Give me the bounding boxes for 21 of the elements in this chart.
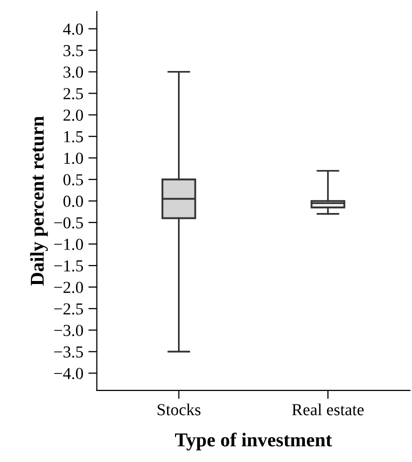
y-tick-label: −0.5 bbox=[54, 217, 83, 229]
x-axis-title: Type of investment bbox=[175, 432, 332, 450]
y-tick-label: 3.0 bbox=[64, 66, 83, 78]
y-tick-label: 0.5 bbox=[63, 174, 83, 186]
y-tick-label: 0.0 bbox=[63, 196, 83, 207]
y-tick-label: −4.0 bbox=[54, 368, 83, 380]
y-tick-label: 2.0 bbox=[64, 110, 83, 121]
y-tick-label: 3.5 bbox=[64, 45, 83, 56]
y-tick-label: −1.5 bbox=[54, 260, 83, 272]
y-tick-label: 2.5 bbox=[64, 88, 83, 100]
x-tick-label: Stocks bbox=[158, 404, 200, 416]
y-tick-label: 1.0 bbox=[64, 152, 83, 164]
y-tick-label: 1.5 bbox=[64, 131, 83, 142]
y-tick-label: −1.0 bbox=[54, 238, 83, 250]
y-tick-label: −2.5 bbox=[54, 303, 83, 315]
y-tick-label: −3.0 bbox=[54, 324, 83, 336]
y-tick-label: 4.0 bbox=[63, 23, 83, 35]
y-tick-label: −2.0 bbox=[54, 282, 83, 294]
y-tick-label: −3.5 bbox=[54, 346, 83, 358]
x-tick-label: Real estate bbox=[292, 404, 364, 416]
y-axis-title: Daily percent return bbox=[30, 116, 48, 286]
